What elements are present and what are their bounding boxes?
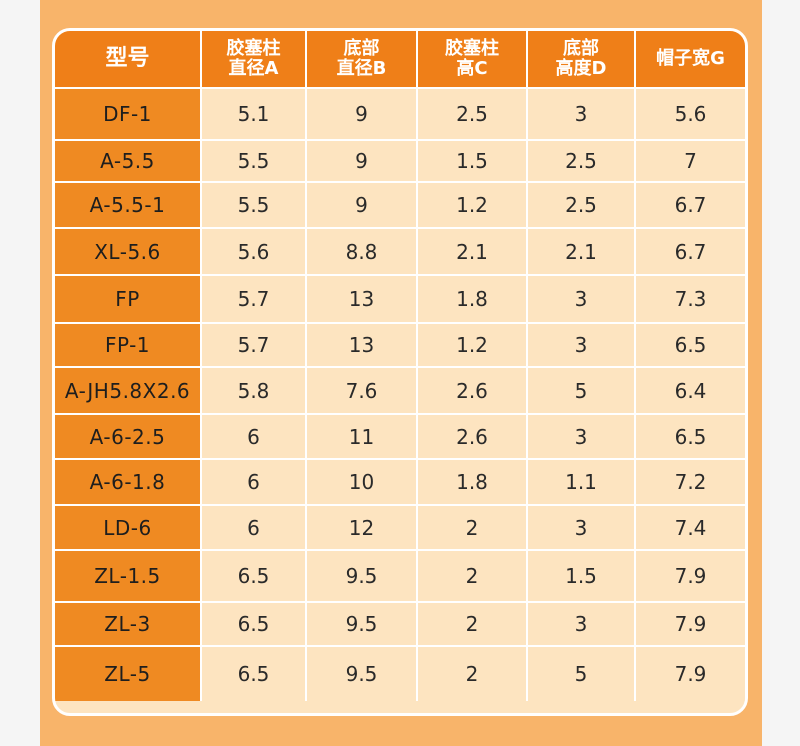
cell-plug-height-c: 1.2 bbox=[418, 324, 528, 368]
cell-plug-diameter-a: 5.7 bbox=[202, 276, 307, 324]
cell-cap-width-g: 7.9 bbox=[636, 551, 745, 603]
cell-model: A-5.5-1 bbox=[55, 183, 202, 229]
cell-plug-height-c: 2 bbox=[418, 647, 528, 701]
cell-base-height-d: 5 bbox=[528, 368, 636, 415]
cell-plug-height-c: 1.8 bbox=[418, 460, 528, 506]
cell-plug-height-c: 2 bbox=[418, 551, 528, 603]
cell-base-diameter-b: 8.8 bbox=[307, 229, 418, 276]
cell-base-diameter-b: 9.5 bbox=[307, 551, 418, 603]
cell-base-diameter-b: 9 bbox=[307, 183, 418, 229]
cell-base-diameter-b: 9.5 bbox=[307, 647, 418, 701]
cell-model: A-6-1.8 bbox=[55, 460, 202, 506]
cell-cap-width-g: 6.5 bbox=[636, 415, 745, 460]
cell-plug-height-c: 2 bbox=[418, 603, 528, 647]
cell-cap-width-g: 7.4 bbox=[636, 506, 745, 551]
cell-plug-diameter-a: 6.5 bbox=[202, 603, 307, 647]
cell-model: DF-1 bbox=[55, 89, 202, 141]
cell-model: ZL-5 bbox=[55, 647, 202, 701]
cell-cap-width-g: 7.2 bbox=[636, 460, 745, 506]
cell-base-height-d: 3 bbox=[528, 276, 636, 324]
cell-base-diameter-b: 9.5 bbox=[307, 603, 418, 647]
header-line2: 直径A bbox=[228, 58, 279, 79]
cell-base-height-d: 3 bbox=[528, 506, 636, 551]
header-model-label: 型号 bbox=[105, 46, 150, 71]
cell-plug-diameter-a: 5.8 bbox=[202, 368, 307, 415]
cell-plug-height-c: 1.8 bbox=[418, 276, 528, 324]
cell-plug-diameter-a: 6.5 bbox=[202, 647, 307, 701]
cell-base-height-d: 1.5 bbox=[528, 551, 636, 603]
header-line1: 胶塞柱 bbox=[445, 38, 499, 59]
cell-base-height-d: 3 bbox=[528, 89, 636, 141]
cell-base-diameter-b: 13 bbox=[307, 324, 418, 368]
cell-model: A-5.5 bbox=[55, 141, 202, 183]
cell-plug-diameter-a: 5.7 bbox=[202, 324, 307, 368]
cell-plug-height-c: 2.6 bbox=[418, 368, 528, 415]
header-line1: 底部 bbox=[563, 38, 599, 59]
cell-base-height-d: 2.5 bbox=[528, 183, 636, 229]
cell-plug-height-c: 2.6 bbox=[418, 415, 528, 460]
cell-plug-diameter-a: 6 bbox=[202, 415, 307, 460]
cell-cap-width-g: 6.5 bbox=[636, 324, 745, 368]
cell-base-height-d: 5 bbox=[528, 647, 636, 701]
cell-model: LD-6 bbox=[55, 506, 202, 551]
header-line2: 高C bbox=[456, 58, 488, 79]
cell-plug-diameter-a: 5.5 bbox=[202, 141, 307, 183]
header-plug-height-c: 胶塞柱 高C bbox=[418, 31, 528, 89]
cell-model: A-JH5.8X2.6 bbox=[55, 368, 202, 415]
cell-cap-width-g: 7.3 bbox=[636, 276, 745, 324]
cell-base-diameter-b: 11 bbox=[307, 415, 418, 460]
header-cap-width-g: 帽子宽G bbox=[636, 31, 745, 89]
cell-cap-width-g: 6.4 bbox=[636, 368, 745, 415]
cell-cap-width-g: 7.9 bbox=[636, 603, 745, 647]
cell-cap-width-g: 6.7 bbox=[636, 229, 745, 276]
cell-cap-width-g: 6.7 bbox=[636, 183, 745, 229]
header-plug-diameter-a: 胶塞柱 直径A bbox=[202, 31, 307, 89]
cell-base-height-d: 2.1 bbox=[528, 229, 636, 276]
cell-base-height-d: 2.5 bbox=[528, 141, 636, 183]
header-line1: 帽子宽G bbox=[656, 48, 725, 69]
cell-base-height-d: 3 bbox=[528, 324, 636, 368]
cell-base-diameter-b: 9 bbox=[307, 89, 418, 141]
cell-model: ZL-1.5 bbox=[55, 551, 202, 603]
cell-model: FP bbox=[55, 276, 202, 324]
cell-cap-width-g: 7.9 bbox=[636, 647, 745, 701]
header-line1: 胶塞柱 bbox=[226, 38, 281, 59]
cell-base-diameter-b: 13 bbox=[307, 276, 418, 324]
cell-base-diameter-b: 10 bbox=[307, 460, 418, 506]
header-base-height-d: 底部 高度D bbox=[528, 31, 636, 89]
cell-cap-width-g: 7 bbox=[636, 141, 745, 183]
cell-plug-diameter-a: 6.5 bbox=[202, 551, 307, 603]
header-line2: 高度D bbox=[555, 58, 607, 79]
cell-plug-diameter-a: 6 bbox=[202, 460, 307, 506]
cell-base-height-d: 1.1 bbox=[528, 460, 636, 506]
cell-model: ZL-3 bbox=[55, 603, 202, 647]
header-base-diameter-b: 底部 直径B bbox=[307, 31, 418, 89]
header-model: 型号 bbox=[55, 31, 202, 89]
cell-model: XL-5.6 bbox=[55, 229, 202, 276]
spec-table-grid: 型号 胶塞柱 直径A 底部 直径B 胶塞柱 高C 底部 高度D 帽子宽G DF-… bbox=[55, 31, 745, 713]
cell-base-diameter-b: 7.6 bbox=[307, 368, 418, 415]
cell-plug-diameter-a: 5.1 bbox=[202, 89, 307, 141]
cell-plug-diameter-a: 5.6 bbox=[202, 229, 307, 276]
cell-plug-height-c: 1.5 bbox=[418, 141, 528, 183]
cell-base-diameter-b: 9 bbox=[307, 141, 418, 183]
cell-model: A-6-2.5 bbox=[55, 415, 202, 460]
cell-cap-width-g: 5.6 bbox=[636, 89, 745, 141]
cell-plug-diameter-a: 5.5 bbox=[202, 183, 307, 229]
cell-base-diameter-b: 12 bbox=[307, 506, 418, 551]
header-line2: 直径B bbox=[336, 58, 387, 79]
cell-base-height-d: 3 bbox=[528, 415, 636, 460]
cell-plug-height-c: 2.1 bbox=[418, 229, 528, 276]
cell-plug-height-c: 1.2 bbox=[418, 183, 528, 229]
cell-model: FP-1 bbox=[55, 324, 202, 368]
spec-table: 型号 胶塞柱 直径A 底部 直径B 胶塞柱 高C 底部 高度D 帽子宽G DF-… bbox=[52, 28, 748, 716]
cell-base-height-d: 3 bbox=[528, 603, 636, 647]
cell-plug-diameter-a: 6 bbox=[202, 506, 307, 551]
cell-plug-height-c: 2.5 bbox=[418, 89, 528, 141]
cell-plug-height-c: 2 bbox=[418, 506, 528, 551]
header-line1: 底部 bbox=[343, 38, 380, 59]
